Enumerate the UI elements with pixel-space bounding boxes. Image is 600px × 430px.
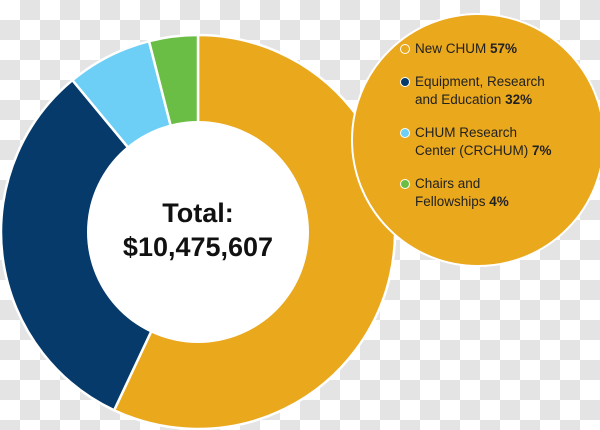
legend-marker-icon [400, 77, 410, 87]
legend-item: CHUM Research Center (CRCHUM) 7% [400, 124, 595, 160]
total-value: $10,475,607 [122, 232, 274, 262]
donut-hole [87, 121, 309, 343]
legend-label: CHUM Research [415, 125, 518, 140]
legend-item: Equipment, Research and Education 32% [400, 73, 595, 109]
legend-percent: 7% [528, 143, 552, 158]
legend-marker-icon [400, 44, 410, 54]
legend-label: Center (CRCHUM) [415, 143, 529, 158]
legend-label-line: Fellowships 4% [415, 193, 595, 211]
legend-label: Chairs and [415, 176, 481, 191]
legend-item: New CHUM 57% [400, 40, 595, 58]
total-heading: Total: [162, 198, 234, 228]
legend-label-line: Equipment, Research [415, 73, 595, 91]
legend-label-line: Center (CRCHUM) 7% [415, 142, 595, 160]
legend-item: Chairs and Fellowships 4% [400, 175, 595, 211]
legend-label: and Education [415, 92, 502, 107]
legend-background [351, 13, 600, 267]
legend-label-line: New CHUM 57% [415, 40, 595, 58]
legend-marker-icon [400, 179, 410, 189]
total-label: Total: $10,475,607 [88, 196, 308, 264]
legend-percent: 4% [485, 194, 509, 209]
legend-label: Equipment, Research [415, 74, 545, 89]
legend-label-line: Chairs and [415, 175, 595, 193]
legend-marker-icon [400, 128, 410, 138]
legend-label-line: CHUM Research [415, 124, 595, 142]
legend-percent: 57% [486, 41, 518, 56]
legend: New CHUM 57% Equipment, Research and Educa… [400, 40, 595, 226]
legend-label: Fellowships [415, 194, 486, 209]
legend-label-line: and Education 32% [415, 91, 595, 109]
legend-percent: 32% [501, 92, 533, 107]
legend-label: New CHUM [415, 41, 487, 56]
